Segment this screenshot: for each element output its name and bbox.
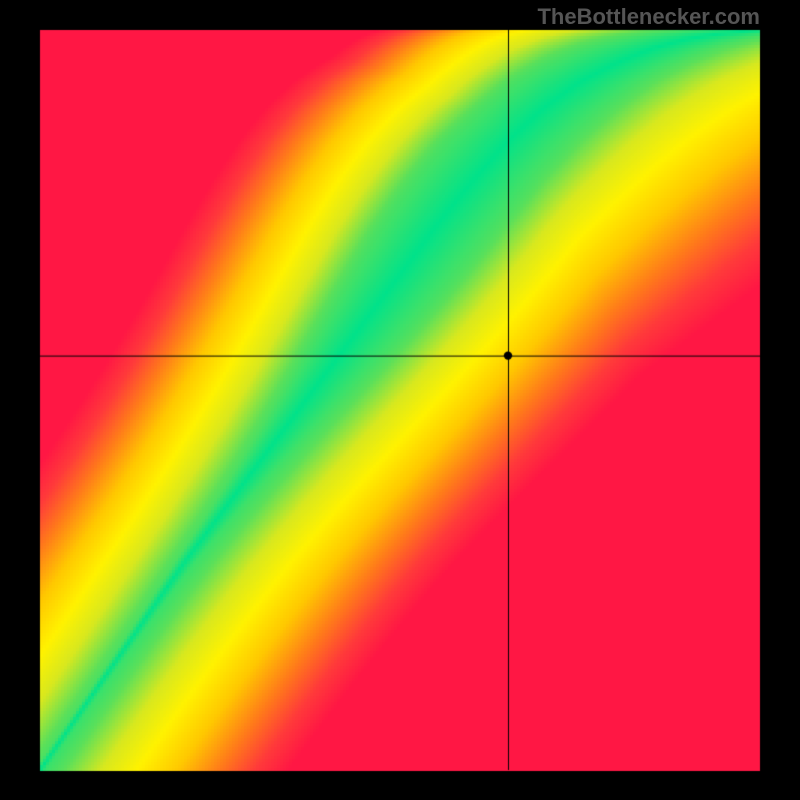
chart-container: TheBottlenecker.com bbox=[0, 0, 800, 800]
bottleneck-heatmap bbox=[0, 0, 800, 800]
watermark-text: TheBottlenecker.com bbox=[537, 4, 760, 30]
